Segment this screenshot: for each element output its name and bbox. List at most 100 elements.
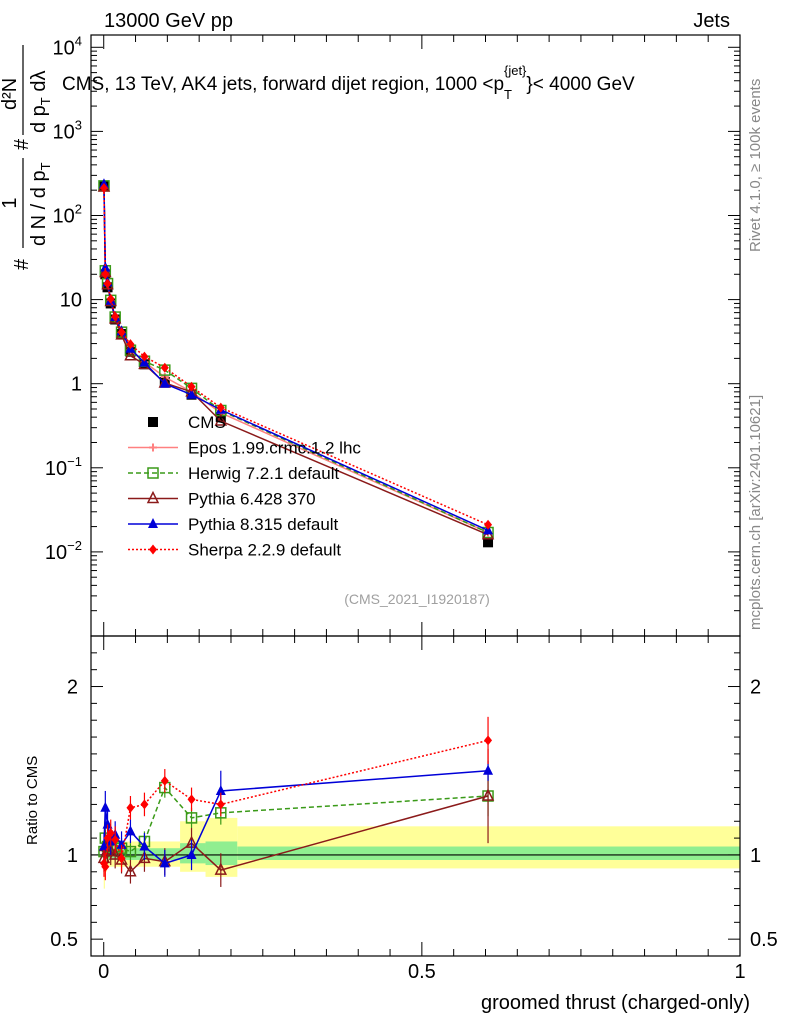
ratio-point bbox=[187, 794, 196, 805]
main-series bbox=[97, 178, 495, 548]
ratio-tick-labels: 0.5 0.51 12 20 0.5 1 bbox=[50, 677, 778, 983]
ratio-point bbox=[117, 853, 126, 864]
data-point bbox=[214, 413, 228, 426]
legend-marker bbox=[148, 518, 158, 528]
ratio-inner-band bbox=[205, 841, 238, 866]
data-point bbox=[187, 381, 196, 392]
legend-label: Pythia 8.315 default bbox=[188, 515, 339, 534]
ratio-point bbox=[106, 828, 115, 839]
ratio-point bbox=[139, 840, 150, 851]
mcplots-label: mcplots.cern.ch [arXiv:2401.10621] bbox=[747, 395, 764, 630]
main-title-sup: {jet} bbox=[504, 63, 527, 78]
y-label-hash-1: # bbox=[11, 258, 33, 270]
main-title-pre: CMS, 13 TeV, AK4 jets, forward dijet reg… bbox=[62, 74, 504, 95]
ratio-y-label: Ratio to CMS bbox=[24, 756, 41, 845]
legend-entry: Herwig 7.2.1 default bbox=[128, 464, 339, 483]
data-point bbox=[139, 356, 150, 367]
main-y-tick-label: 1 bbox=[71, 374, 82, 396]
main-title: CMS, 13 TeV, AK4 jets, forward dijet reg… bbox=[62, 63, 635, 102]
legend-label: Herwig 7.2.1 default bbox=[188, 464, 339, 483]
data-point bbox=[484, 519, 493, 530]
data-point bbox=[103, 278, 112, 289]
x-tick-label: 0.5 bbox=[408, 961, 436, 983]
y-label-frac-num: 1 bbox=[0, 197, 21, 208]
ratio-ticks bbox=[91, 635, 740, 957]
header-right: Jets bbox=[693, 10, 730, 32]
ratio-y-tick-label: 0.5 bbox=[50, 929, 78, 951]
main-ticks bbox=[91, 35, 741, 956]
ratio-point bbox=[104, 843, 117, 857]
data-point bbox=[159, 377, 170, 388]
legend-entry: Pythia 6.428 370 bbox=[128, 490, 316, 509]
data-point bbox=[215, 412, 226, 423]
legend-label: Pythia 6.428 370 bbox=[188, 490, 316, 509]
ratio-point bbox=[126, 802, 135, 813]
ratio-uncertainty-bands bbox=[91, 817, 740, 889]
ratio-y-tick-label-right: 2 bbox=[750, 677, 761, 699]
data-point bbox=[111, 311, 120, 322]
ratio-point bbox=[483, 764, 494, 775]
ratio-point bbox=[185, 812, 198, 824]
main-y-tick-labels: 10−2 10−1 1 10 102 103 104 bbox=[45, 33, 82, 564]
main-y-tick-label: 10−1 bbox=[45, 454, 82, 480]
data-point bbox=[140, 351, 149, 362]
ratio-point bbox=[102, 818, 113, 829]
ratio-point bbox=[108, 847, 122, 860]
series-line bbox=[103, 188, 489, 526]
data-point bbox=[101, 269, 110, 280]
legend-label: Sherpa 2.2.9 default bbox=[188, 541, 341, 560]
main-y-tick-label: 104 bbox=[53, 33, 82, 59]
legend-label: Epos 1.99.crmc.1.2 lhc bbox=[188, 439, 361, 458]
ratio-point bbox=[125, 825, 136, 836]
ratio-point bbox=[159, 857, 170, 868]
data-point bbox=[483, 537, 494, 548]
data-point bbox=[106, 293, 115, 304]
main-title-post: }< 4000 GeV bbox=[526, 74, 635, 95]
y-label-rhs-num: d²N bbox=[0, 78, 21, 110]
x-tick-label: 1 bbox=[734, 961, 745, 983]
ratio-line bbox=[103, 739, 489, 868]
ratio-point bbox=[160, 775, 169, 786]
legend-marker bbox=[149, 443, 157, 452]
series-sherpa-2-2-9-default bbox=[99, 183, 493, 530]
x-axis-label: groomed thrust (charged-only) bbox=[481, 992, 750, 1014]
legend-label: CMS bbox=[188, 413, 226, 432]
analysis-watermark: (CMS_2021_I1920187) bbox=[344, 591, 490, 607]
data-point bbox=[100, 261, 111, 272]
ratio-y-tick-label: 1 bbox=[67, 845, 78, 867]
ratio-point bbox=[124, 845, 137, 858]
ratio-point bbox=[101, 861, 110, 872]
header-left: 13000 GeV pp bbox=[104, 10, 233, 32]
ratio-point bbox=[100, 801, 111, 812]
ratio-point bbox=[98, 840, 109, 851]
main-y-label: # 1 d N / d pT # d²N d pT dλ bbox=[0, 45, 53, 270]
legend-marker bbox=[147, 467, 159, 479]
ratio-y-tick-label: 2 bbox=[67, 677, 78, 699]
legend-entry: Sherpa 2.2.9 default bbox=[128, 541, 341, 560]
ratio-inner-band bbox=[237, 846, 740, 860]
main-y-tick-label: 103 bbox=[53, 117, 82, 143]
ratio-point bbox=[215, 784, 226, 795]
legend-entry: Epos 1.99.crmc.1.2 lhc bbox=[128, 439, 361, 458]
main-y-tick-label: 10 bbox=[60, 290, 82, 312]
legend: CMS Epos 1.99.crmc.1.2 lhc Herwig 7.2.1 de… bbox=[128, 413, 361, 560]
data-point bbox=[126, 339, 135, 350]
legend-entry: Pythia 8.315 default bbox=[128, 515, 339, 534]
ratio-point bbox=[124, 864, 137, 877]
y-label-rhs-den: d pT dλ bbox=[28, 71, 53, 133]
series-epos-1-99-crmc-1-2-lhc bbox=[99, 183, 493, 537]
ratio-point bbox=[111, 834, 120, 845]
ratio-point bbox=[138, 850, 151, 864]
series-herwig-7-2-1-default bbox=[98, 180, 494, 539]
main-title-sub: T bbox=[504, 87, 512, 102]
ratio-point bbox=[481, 788, 495, 801]
data-point bbox=[186, 388, 197, 399]
ratio-point bbox=[484, 735, 493, 746]
data-point bbox=[216, 402, 225, 413]
ratio-point bbox=[116, 838, 127, 849]
ratio-series-sherpa-2-2-9-default bbox=[99, 716, 493, 881]
ratio-plot-frame bbox=[90, 635, 741, 957]
main-y-tick-label: 10−2 bbox=[45, 538, 82, 564]
data-point bbox=[160, 362, 169, 373]
